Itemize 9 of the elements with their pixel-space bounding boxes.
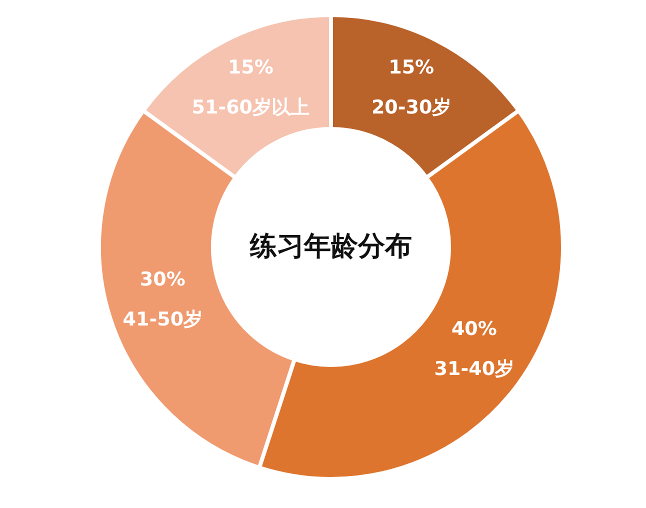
slice-label: 51-60岁以上 — [192, 96, 310, 118]
text: 练习年龄分布 — [249, 231, 412, 262]
data-label: 30% — [140, 268, 186, 291]
data-label: 15% — [228, 56, 274, 78]
data-label: 40% — [451, 318, 497, 340]
slice-label: 31-40岁 — [434, 358, 514, 380]
data-label: 15% — [388, 56, 434, 78]
slice-label: 41-50岁 — [122, 308, 203, 331]
slice-label: 20-30岁 — [371, 96, 452, 118]
